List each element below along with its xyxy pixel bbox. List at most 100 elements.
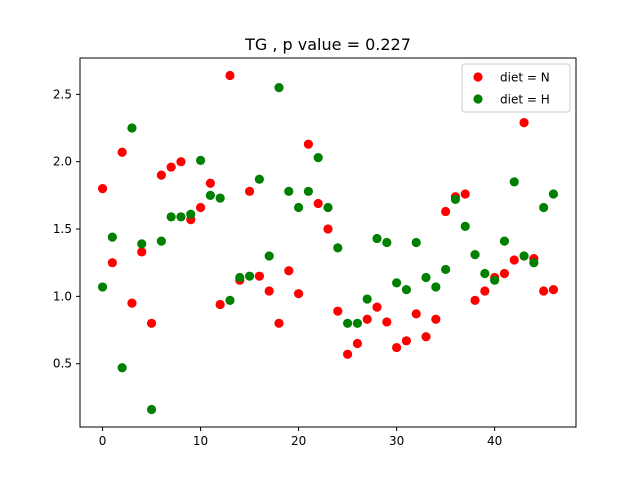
- point-diet-n: [343, 349, 353, 359]
- point-diet-h: [166, 212, 176, 222]
- point-diet-h: [117, 363, 127, 373]
- point-diet-h: [480, 268, 490, 279]
- point-diet-h: [401, 285, 412, 295]
- point-diet-n: [244, 186, 255, 196]
- x-tick-label: 0: [99, 434, 107, 448]
- point-diet-n: [548, 285, 559, 295]
- point-diet-n: [137, 247, 147, 257]
- point-diet-h: [323, 202, 333, 213]
- point-diet-h: [529, 258, 539, 268]
- point-diet-n: [97, 184, 108, 194]
- point-diet-n: [519, 118, 529, 128]
- point-diet-n: [215, 299, 225, 310]
- legend-label-diet-n: diet = N: [500, 71, 550, 85]
- x-tick-label: 20: [291, 434, 306, 448]
- point-diet-h: [411, 237, 421, 248]
- point-diet-h: [441, 264, 451, 275]
- point-diet-h: [215, 193, 225, 203]
- legend-marker-diet-h: [473, 94, 483, 104]
- point-diet-n: [225, 70, 235, 81]
- point-diet-h: [509, 177, 519, 187]
- point-diet-h: [146, 404, 157, 415]
- point-diet-n: [470, 295, 480, 306]
- point-diet-n: [205, 178, 215, 188]
- point-diet-h: [107, 232, 117, 242]
- point-diet-h: [421, 272, 431, 283]
- point-diet-n: [431, 314, 441, 324]
- point-diet-n: [499, 268, 510, 279]
- point-diet-h: [450, 194, 461, 205]
- x-tick-label: 30: [389, 434, 404, 448]
- point-diet-h: [352, 318, 363, 328]
- point-diet-n: [156, 170, 166, 180]
- point-diet-h: [548, 189, 559, 199]
- point-diet-n: [127, 298, 137, 308]
- point-diet-n: [107, 258, 117, 268]
- point-diet-n: [352, 338, 363, 349]
- legend: diet = N diet = H: [461, 63, 571, 113]
- point-diet-h: [225, 295, 235, 306]
- point-diet-n: [441, 206, 451, 217]
- plot-frame: [79, 57, 577, 428]
- y-tick-label: 2.0: [53, 155, 72, 169]
- point-diet-n: [195, 202, 206, 213]
- point-diet-h: [431, 282, 441, 292]
- point-diet-n: [421, 332, 431, 342]
- point-diet-h: [97, 282, 108, 292]
- point-diet-h: [519, 251, 529, 261]
- y-tick-label: 1.0: [53, 289, 72, 303]
- point-diet-h: [244, 271, 255, 281]
- point-diet-h: [470, 250, 480, 260]
- point-diet-h: [499, 236, 510, 246]
- point-diet-h: [303, 186, 313, 196]
- point-diet-h: [137, 239, 147, 249]
- point-diet-h: [284, 186, 294, 196]
- point-diet-h: [205, 190, 215, 200]
- point-diet-n: [146, 318, 157, 328]
- point-diet-n: [382, 317, 392, 327]
- point-diet-n: [176, 157, 186, 167]
- point-diet-h: [372, 233, 382, 244]
- point-diet-h: [176, 212, 186, 222]
- point-diet-n: [303, 139, 313, 149]
- point-diet-h: [156, 236, 166, 246]
- y-tick-label: 0.5: [53, 357, 72, 371]
- point-diet-n: [480, 286, 490, 296]
- point-diet-n: [166, 162, 176, 172]
- point-diet-h: [343, 318, 353, 328]
- point-diet-n: [323, 224, 333, 234]
- y-tick-label: 1.5: [53, 222, 72, 236]
- point-diet-h: [235, 272, 245, 283]
- point-diet-h: [382, 237, 392, 248]
- legend-label-diet-h: diet = H: [500, 93, 550, 107]
- point-diet-n: [362, 314, 372, 324]
- point-diet-h: [293, 202, 304, 213]
- point-diet-n: [372, 302, 382, 312]
- point-diet-n: [284, 266, 294, 276]
- point-diet-n: [392, 342, 402, 353]
- point-diet-h: [333, 243, 343, 253]
- point-diet-h: [490, 275, 500, 285]
- point-diet-n: [293, 289, 304, 299]
- point-diet-n: [401, 336, 412, 346]
- point-diet-h: [362, 294, 372, 304]
- point-diet-n: [254, 271, 264, 281]
- point-diet-n: [539, 286, 549, 296]
- point-diet-h: [254, 174, 264, 184]
- point-diet-n: [411, 309, 421, 319]
- chart-title: TG , p value = 0.227: [244, 35, 411, 54]
- point-diet-h: [539, 202, 549, 213]
- point-diet-n: [509, 255, 519, 265]
- point-diet-n: [333, 306, 343, 316]
- point-diet-h: [195, 155, 206, 165]
- point-diet-n: [313, 198, 323, 209]
- point-diet-h: [127, 123, 137, 133]
- point-diet-n: [274, 318, 284, 328]
- point-diet-h: [392, 278, 402, 288]
- point-diet-n: [264, 286, 274, 296]
- legend-marker-diet-n: [473, 72, 483, 82]
- point-diet-h: [313, 153, 323, 163]
- point-diet-h: [274, 83, 284, 93]
- legend-box: [461, 63, 571, 113]
